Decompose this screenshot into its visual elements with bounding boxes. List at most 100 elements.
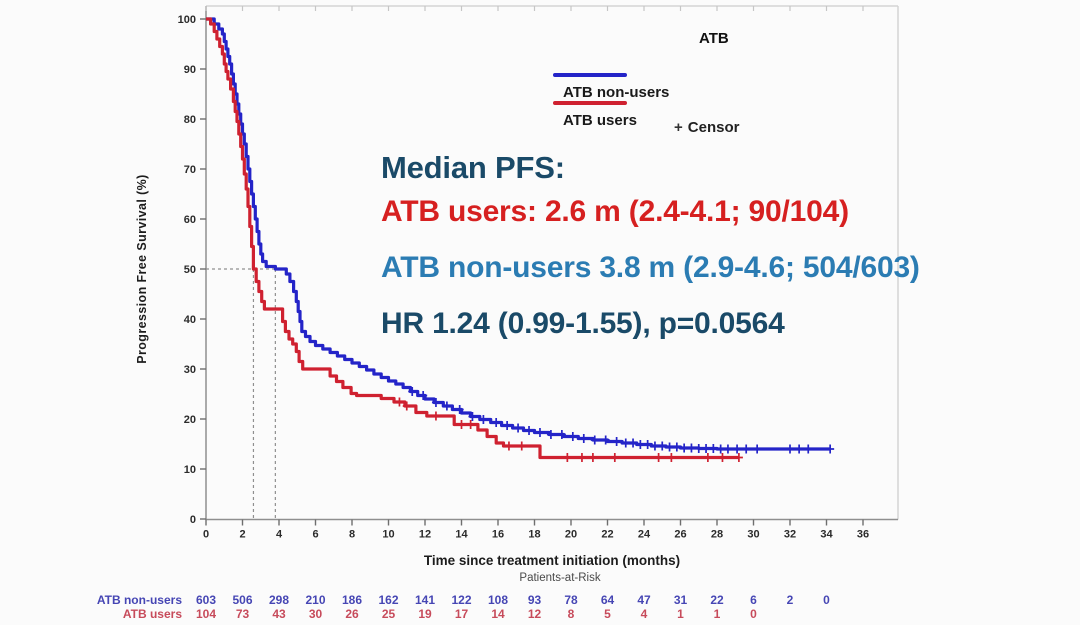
legend-title: ATB	[699, 30, 729, 47]
risk-count: 19	[418, 607, 432, 621]
censor-mark-atb-non-users	[442, 401, 451, 411]
risk-count: 31	[673, 593, 688, 607]
censor-mark-atb-non-users	[408, 387, 417, 396]
risk-count: 104	[195, 607, 217, 621]
censor-mark-atb-non-users	[503, 421, 512, 430]
risk-count: 162	[378, 593, 399, 607]
x-axis-title: Time since treatment initiation (months)	[423, 553, 681, 568]
risk-count: 64	[600, 593, 615, 607]
censor-mark-atb-users	[466, 420, 475, 429]
legend-item-users-label: ATB users	[563, 112, 637, 130]
x-tick-label: 14	[455, 529, 468, 541]
censor-mark-atb-users	[504, 441, 513, 451]
censor-mark-atb-non-users	[795, 444, 804, 454]
censor-mark-atb-users	[610, 453, 619, 462]
risk-count: 17	[454, 607, 469, 621]
risk-count: 8	[567, 607, 575, 621]
risk-count: 1	[677, 607, 684, 621]
censor-mark-atb-non-users	[672, 442, 681, 452]
censor-mark-atb-non-users	[643, 440, 652, 449]
censor-plus-icon: +	[674, 119, 683, 136]
x-tick-label: 6	[312, 529, 318, 541]
censor-mark-atb-non-users	[621, 438, 630, 448]
censor-mark-atb-non-users	[786, 444, 794, 454]
annotation-hr: HR 1.24 (0.99-1.55), p=0.0564	[381, 307, 785, 340]
risk-count: 108	[487, 593, 509, 607]
risk-count: 0	[750, 607, 757, 621]
x-tick-label: 34	[820, 529, 833, 541]
censor-mark-atb-users	[431, 411, 440, 421]
censor-mark-atb-non-users	[723, 444, 732, 454]
censor-mark-atb-non-users	[665, 442, 674, 452]
y-tick-label: 10	[184, 464, 196, 476]
x-tick-label: 12	[419, 529, 431, 541]
risk-count: 12	[527, 607, 542, 621]
censor-mark-atb-non-users	[636, 440, 645, 449]
censor-mark-atb-non-users	[804, 444, 813, 454]
censor-mark-atb-users	[395, 397, 404, 407]
censor-mark-atb-non-users	[492, 418, 501, 427]
censor-mark-atb-non-users	[468, 412, 477, 421]
legend-item-non-users-label: ATB non-users	[563, 84, 670, 102]
legend-item-users: ATB users	[553, 94, 637, 129]
risk-count: 14	[491, 607, 505, 621]
x-tick-label: 32	[784, 529, 796, 541]
risk-count: 2	[786, 593, 794, 607]
x-tick-label: 30	[747, 529, 759, 541]
x-tick-label: 0	[203, 529, 209, 541]
risk-count: 141	[414, 593, 436, 607]
censor-mark-atb-non-users	[826, 444, 835, 454]
x-tick-label: 28	[711, 529, 723, 541]
risk-count: 5	[604, 607, 611, 621]
censor-mark-atb-non-users	[525, 426, 534, 435]
censor-mark-atb-non-users	[733, 444, 742, 454]
censor-mark-atb-non-users	[680, 443, 689, 453]
censor-mark-atb-users	[457, 420, 466, 429]
risk-count: 506	[232, 593, 253, 607]
censor-mark-atb-non-users	[629, 438, 638, 448]
y-tick-label: 80	[184, 114, 196, 126]
annotation-atb-users: ATB users: 2.6 m (2.4-4.1; 90/104)	[381, 195, 849, 228]
risk-count: 43	[272, 607, 286, 621]
curve-atb-users	[206, 17, 739, 460]
risk-count: 93	[527, 593, 542, 607]
censor-mark-atb-non-users	[658, 441, 667, 451]
x-tick-label: 20	[565, 529, 577, 541]
censor-mark-atb-users	[734, 453, 743, 462]
legend-item-non-users: ATB non-users	[553, 66, 669, 101]
risk-count: 603	[195, 593, 217, 607]
risk-count: 26	[345, 607, 359, 621]
censor-mark-atb-non-users	[612, 437, 621, 446]
censor-mark-atb-non-users	[716, 444, 725, 454]
legend-censor-label: Censor	[687, 119, 740, 136]
censor-mark-atb-non-users	[546, 430, 555, 439]
legend-censor: + Censor	[674, 119, 739, 136]
censor-mark-atb-non-users	[431, 398, 440, 407]
y-tick-label: 30	[184, 364, 196, 376]
censor-mark-atb-users	[517, 441, 526, 451]
censor-mark-atb-non-users	[568, 432, 577, 441]
censor-mark-atb-users	[703, 453, 712, 462]
censor-mark-atb-non-users	[753, 444, 762, 454]
y-tick-label: 0	[190, 514, 196, 526]
y-axis-title: Progression Free Survival (%)	[135, 174, 149, 364]
censor-mark-atb-non-users	[557, 430, 566, 439]
risk-count: 6	[750, 593, 757, 607]
y-tick-label: 40	[184, 314, 196, 326]
risk-count: 22	[710, 593, 724, 607]
risk-count: 186	[341, 593, 363, 607]
risk-count: 1	[713, 607, 721, 621]
x-tick-label: 10	[382, 529, 394, 541]
y-tick-label: 70	[184, 164, 196, 176]
risk-count: 30	[308, 607, 323, 621]
y-tick-label: 100	[178, 14, 196, 26]
risk-row-label-users: ATB users	[122, 607, 182, 621]
censor-mark-atb-non-users	[479, 415, 488, 424]
risk-count: 298	[268, 593, 290, 607]
y-tick-label: 20	[184, 414, 196, 426]
risk-count: 25	[381, 607, 396, 621]
x-tick-label: 8	[349, 529, 355, 541]
x-tick-label: 18	[528, 529, 540, 541]
x-tick-label: 16	[492, 529, 504, 541]
